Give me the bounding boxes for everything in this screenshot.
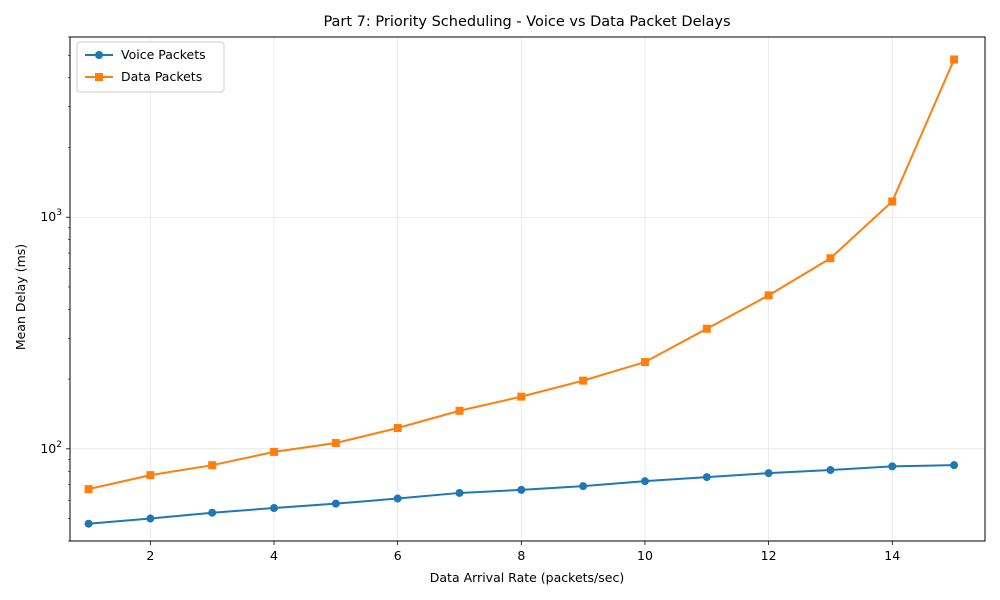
voice-packets-point bbox=[888, 462, 897, 471]
voice-packets-point bbox=[950, 461, 959, 470]
voice-packets-point bbox=[208, 508, 217, 517]
voice-packets-point bbox=[393, 494, 402, 503]
data-packets-point bbox=[764, 291, 773, 300]
voice-packets-point bbox=[826, 466, 835, 475]
data-packets-point bbox=[517, 392, 526, 401]
x-tick-label: 2 bbox=[146, 548, 154, 563]
voice-packets-point bbox=[517, 485, 526, 494]
x-tick-label: 14 bbox=[884, 548, 900, 563]
x-tick-label: 10 bbox=[637, 548, 653, 563]
x-tick-label: 8 bbox=[517, 548, 525, 563]
data-packets-point bbox=[826, 254, 835, 263]
data-packets-point bbox=[84, 485, 93, 494]
y-tick-label: 102 bbox=[40, 440, 62, 456]
legend-voice-packets-marker bbox=[95, 51, 103, 59]
data-packets-point bbox=[208, 461, 217, 470]
legend-box bbox=[76, 41, 225, 93]
data-packets-point bbox=[950, 55, 959, 64]
data-packets-point bbox=[146, 471, 155, 480]
series-layer bbox=[84, 55, 959, 528]
legend: Voice Packets Data Packets bbox=[76, 41, 225, 93]
y-tick-label: 103 bbox=[40, 208, 62, 224]
data-packets-point bbox=[888, 197, 897, 206]
x-tick-label: 6 bbox=[394, 548, 402, 563]
data-packets-point bbox=[702, 324, 711, 333]
y-tick-exponent: 3 bbox=[56, 208, 62, 218]
y-tick-base: 10 bbox=[40, 441, 56, 456]
data-packets-point bbox=[331, 438, 340, 447]
legend-data-packets-label: Data Packets bbox=[121, 69, 202, 84]
voice-packets-point bbox=[84, 519, 93, 528]
x-tick-label: 12 bbox=[761, 548, 777, 563]
grid-lines bbox=[70, 37, 985, 541]
x-axis-label: Data Arrival Rate (packets/sec) bbox=[430, 570, 624, 585]
data-packets-point bbox=[393, 424, 402, 433]
y-tick-exponent: 2 bbox=[56, 440, 62, 450]
y-tick-base: 10 bbox=[40, 209, 56, 224]
data-packets-point bbox=[270, 447, 279, 456]
voice-packets-point bbox=[764, 469, 773, 478]
voice-packets-point bbox=[455, 488, 464, 497]
voice-packets-point bbox=[331, 499, 340, 508]
y-axis-label: Mean Delay (ms) bbox=[13, 244, 28, 350]
data-packets-point bbox=[579, 376, 588, 385]
voice-packets-point bbox=[146, 514, 155, 523]
voice-packets-point bbox=[270, 504, 279, 513]
data-packets-point bbox=[455, 406, 464, 415]
voice-packets-point bbox=[579, 482, 588, 491]
legend-voice-packets-label: Voice Packets bbox=[121, 47, 206, 62]
legend-data-packets-marker bbox=[95, 73, 103, 81]
plot-frame bbox=[69, 36, 986, 542]
x-tick-label: 4 bbox=[270, 548, 278, 563]
data-packets-point bbox=[640, 358, 649, 367]
voice-packets-point bbox=[702, 473, 711, 482]
chart-title: Part 7: Priority Scheduling - Voice vs D… bbox=[323, 14, 730, 30]
voice-packets-point bbox=[640, 477, 649, 486]
